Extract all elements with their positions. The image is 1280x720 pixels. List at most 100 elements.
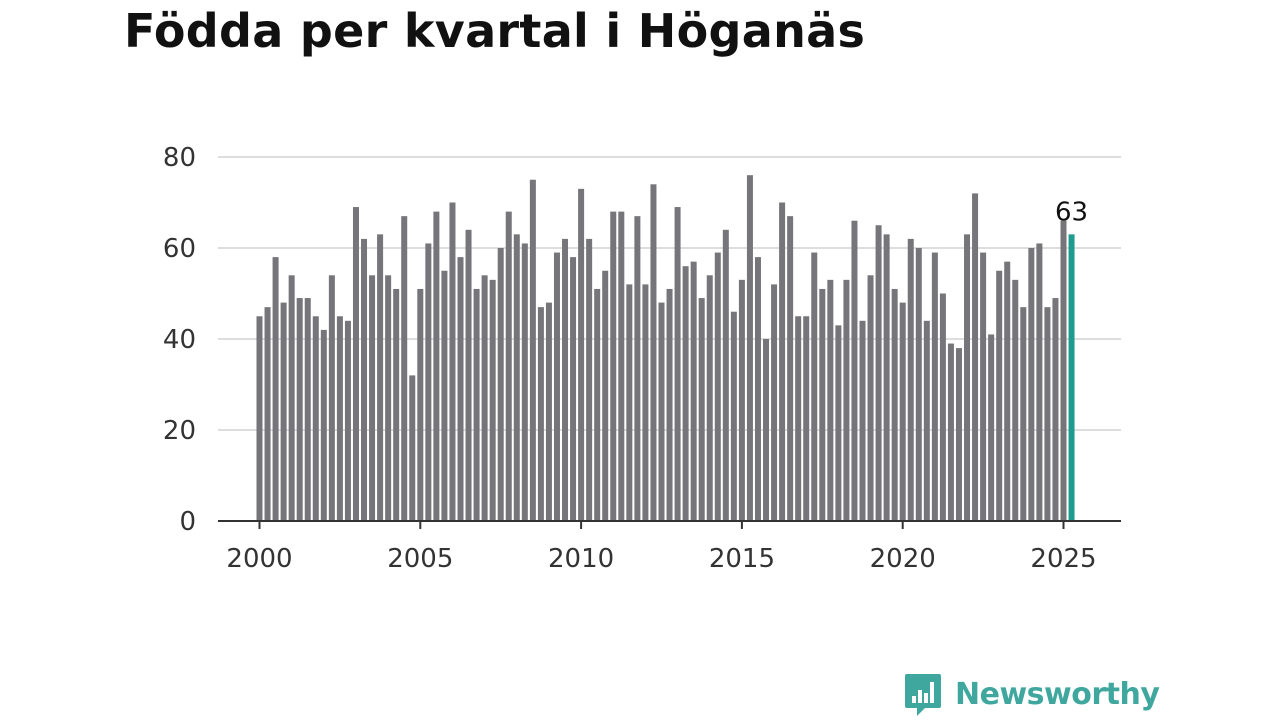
bar <box>642 284 649 521</box>
bar <box>296 298 303 521</box>
newsworthy-logo: Newsworthy <box>903 672 1160 716</box>
newsworthy-chart-bubble-icon <box>905 674 941 716</box>
bar <box>618 211 625 521</box>
bar <box>352 207 359 522</box>
bar <box>698 298 705 521</box>
bar <box>497 248 504 521</box>
bar <box>835 325 842 521</box>
bar <box>489 279 496 521</box>
highlight-value-label: 63 <box>1055 197 1088 227</box>
brand-name: Newsworthy <box>955 676 1160 712</box>
bar <box>634 216 641 521</box>
bar <box>602 270 609 521</box>
bar <box>1012 279 1019 521</box>
bar <box>851 220 858 521</box>
bar <box>1028 248 1035 521</box>
bar <box>570 257 577 521</box>
y-tick-label: 40 <box>163 325 196 355</box>
bar <box>336 316 343 521</box>
bar <box>771 284 778 521</box>
bar <box>288 275 295 521</box>
bar <box>1052 298 1059 521</box>
bar <box>915 248 922 521</box>
bar <box>722 229 729 522</box>
x-tick-label: 2005 <box>387 544 453 574</box>
bar <box>401 216 408 521</box>
x-tick-label: 2000 <box>226 544 292 574</box>
bar <box>537 307 544 521</box>
bar <box>425 243 432 521</box>
bar-highlight <box>1068 234 1075 521</box>
bar <box>304 298 311 521</box>
bar <box>256 316 263 521</box>
bar <box>521 243 528 521</box>
bar <box>272 257 279 521</box>
bar <box>361 238 368 521</box>
bar <box>505 211 512 521</box>
bar <box>827 279 834 521</box>
bar <box>867 275 874 521</box>
bar <box>264 307 271 521</box>
bar <box>553 252 560 522</box>
bar <box>803 316 810 521</box>
bar <box>650 184 657 522</box>
bar <box>280 302 287 521</box>
bar <box>730 311 737 521</box>
x-tick-label: 2010 <box>548 544 614 574</box>
bar <box>819 288 826 521</box>
bar <box>433 211 440 521</box>
bar <box>787 216 794 521</box>
bar <box>690 261 697 521</box>
bar <box>883 234 890 521</box>
bar <box>859 320 866 521</box>
bar <box>980 252 987 522</box>
bar <box>1036 243 1043 521</box>
bar <box>811 252 818 522</box>
x-tick-label: 2015 <box>709 544 775 574</box>
bar <box>449 202 456 521</box>
bar <box>843 279 850 521</box>
y-tick-label: 20 <box>163 416 196 446</box>
x-tick-label: 2025 <box>1030 544 1096 574</box>
bar <box>465 229 472 522</box>
bar <box>529 179 536 521</box>
bar <box>779 202 786 521</box>
bar <box>899 302 906 521</box>
bar <box>312 316 319 521</box>
bar <box>996 270 1003 521</box>
bar <box>939 293 946 521</box>
bar <box>1044 307 1051 521</box>
bar <box>473 288 480 521</box>
bar <box>610 211 617 521</box>
bar <box>562 238 569 521</box>
bar <box>682 266 689 521</box>
bar <box>481 275 488 521</box>
bar <box>972 193 979 521</box>
bar <box>947 343 954 521</box>
bar <box>706 275 713 521</box>
x-tick-label: 2020 <box>870 544 936 574</box>
bar <box>658 302 665 521</box>
bar <box>763 339 770 521</box>
bar <box>441 270 448 521</box>
bar <box>545 302 552 521</box>
bar <box>344 320 351 521</box>
bar <box>746 175 753 521</box>
bar <box>875 225 882 521</box>
bar <box>328 275 335 521</box>
bar <box>513 234 520 521</box>
bar <box>393 288 400 521</box>
bar <box>578 188 585 521</box>
bar <box>409 375 416 521</box>
bar <box>385 275 392 521</box>
bar <box>795 316 802 521</box>
bar <box>1060 220 1067 521</box>
bar <box>674 207 681 522</box>
bar <box>1020 307 1027 521</box>
bar <box>320 329 327 521</box>
bar <box>891 288 898 521</box>
bar <box>626 284 633 521</box>
bar <box>923 320 930 521</box>
bar <box>369 275 376 521</box>
